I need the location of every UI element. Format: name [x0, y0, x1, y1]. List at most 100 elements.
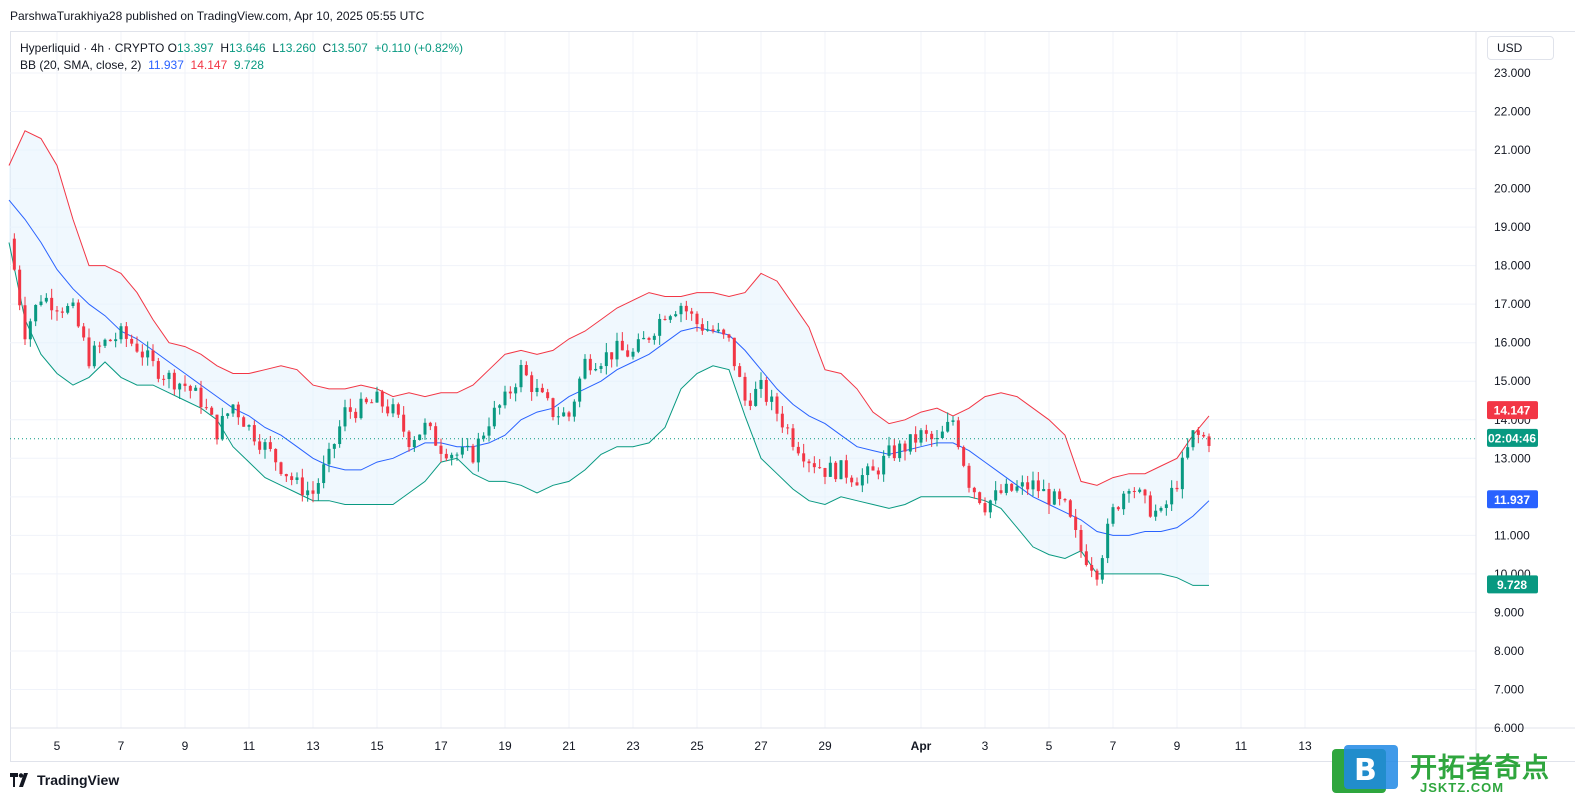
currency-button[interactable]: USD — [1487, 36, 1554, 60]
x-tick-label: 27 — [754, 739, 768, 753]
candle-body — [386, 406, 390, 414]
candle-body — [572, 401, 576, 417]
candle-body — [1170, 487, 1174, 505]
high-value: 13.646 — [229, 41, 266, 55]
candle-body — [924, 430, 928, 434]
bb-lower-value: 9.728 — [233, 58, 264, 72]
y-tick-label: 15.000 — [1494, 374, 1531, 388]
candle-body — [1143, 489, 1147, 496]
y-tick-label: 19.000 — [1494, 220, 1531, 234]
candle-body — [380, 391, 384, 407]
candle-body — [18, 269, 22, 306]
candle-body — [258, 441, 262, 450]
candle-body — [1154, 510, 1158, 517]
candle-body — [519, 364, 523, 388]
candle-body — [1159, 507, 1163, 511]
candle-body — [1010, 483, 1014, 491]
candle-body — [60, 311, 64, 313]
candle-body — [412, 439, 416, 448]
x-tick-label: 13 — [306, 739, 320, 753]
candlesticks — [12, 233, 1211, 586]
candle-body — [839, 460, 843, 480]
upper-price-badge: 14.147 — [1494, 404, 1531, 418]
y-tick-label: 11.000 — [1494, 528, 1530, 542]
candle-body — [567, 412, 571, 417]
candle-body — [610, 352, 614, 360]
candle-body — [1063, 499, 1067, 501]
candle-body — [642, 337, 646, 340]
candle-body — [391, 404, 395, 414]
bollinger-lines — [8, 130, 1210, 586]
candle-body — [316, 483, 320, 494]
candle-body — [812, 463, 816, 468]
candle-body — [562, 412, 566, 417]
candle-body — [530, 375, 534, 392]
tradingview-logo-icon — [10, 773, 28, 787]
x-tick-label: 9 — [1174, 739, 1181, 753]
candle-body — [668, 316, 672, 320]
candle-body — [652, 335, 656, 340]
x-tick-label: 11 — [243, 739, 256, 753]
candle-body — [252, 425, 256, 442]
candle-body — [332, 444, 336, 449]
symbol-title[interactable]: Hyperliquid · 4h · CRYPTO — [20, 41, 165, 55]
candle-body — [594, 368, 598, 371]
candle-body — [92, 345, 96, 367]
candle-body — [124, 326, 128, 339]
candle-body — [807, 461, 811, 464]
bb-label[interactable]: BB (20, SMA, close, 2) — [20, 58, 142, 72]
x-tick-label: 21 — [562, 739, 576, 753]
price-axis: 23.000 22.000 21.000 20.000 19.000 18.000 17.0… — [1494, 66, 1531, 735]
candle-body — [263, 442, 267, 450]
y-tick-label: 18.000 — [1494, 259, 1531, 273]
candle-body — [268, 442, 272, 449]
candle-body — [12, 238, 16, 270]
x-tick-label: 19 — [498, 739, 512, 753]
candle-body — [706, 329, 710, 331]
y-tick-label: 13.000 — [1494, 451, 1531, 465]
candle-body — [978, 492, 982, 504]
candle-body — [1079, 529, 1083, 552]
candle-body — [444, 453, 448, 459]
candle-body — [956, 420, 960, 448]
candle-body — [716, 329, 720, 332]
tradingview-logo[interactable]: TradingView — [10, 772, 119, 788]
candle-body — [1207, 436, 1211, 446]
y-tick-label: 23.000 — [1494, 66, 1531, 80]
candle-body — [940, 431, 944, 439]
y-tick-label: 16.000 — [1494, 336, 1531, 350]
candle-body — [34, 304, 38, 322]
open-value: 13.397 — [176, 41, 214, 55]
close-value: 13.507 — [331, 41, 368, 55]
bollinger-band-fill — [9, 130, 1209, 586]
candle-body — [620, 340, 624, 351]
candle-body — [876, 470, 880, 475]
candle-body — [311, 490, 315, 494]
candle-body — [1058, 491, 1062, 500]
candle-body — [439, 445, 443, 454]
candle-body — [492, 407, 496, 427]
candle-body — [1186, 447, 1190, 458]
watermark-url: JSKTZ.COM — [1420, 780, 1505, 795]
candle-body — [700, 324, 704, 331]
candle-body — [108, 339, 112, 342]
candle-body — [466, 445, 470, 447]
candle-body — [1036, 480, 1040, 492]
symbol-row: Hyperliquid · 4h · CRYPTO O13.397 H13.64… — [20, 40, 463, 57]
candle-body — [866, 466, 870, 476]
candle-body — [972, 487, 976, 493]
candle-body — [780, 413, 784, 428]
candle-body — [66, 306, 70, 313]
price-chart[interactable]: 23.000 22.000 21.000 20.000 19.000 18.000 17.0… — [0, 0, 1588, 765]
candle-body — [1052, 491, 1056, 505]
candle-body — [1196, 430, 1200, 435]
y-tick-label: 6.000 — [1494, 721, 1524, 735]
x-tick-label: 17 — [434, 739, 448, 753]
candle-body — [1068, 500, 1072, 517]
candle-body — [23, 305, 27, 340]
candle-body — [759, 379, 763, 389]
chart-frame — [10, 31, 1575, 762]
lower-band-line — [8, 242, 1209, 586]
candle-body — [210, 407, 214, 415]
candle-body — [188, 385, 192, 391]
